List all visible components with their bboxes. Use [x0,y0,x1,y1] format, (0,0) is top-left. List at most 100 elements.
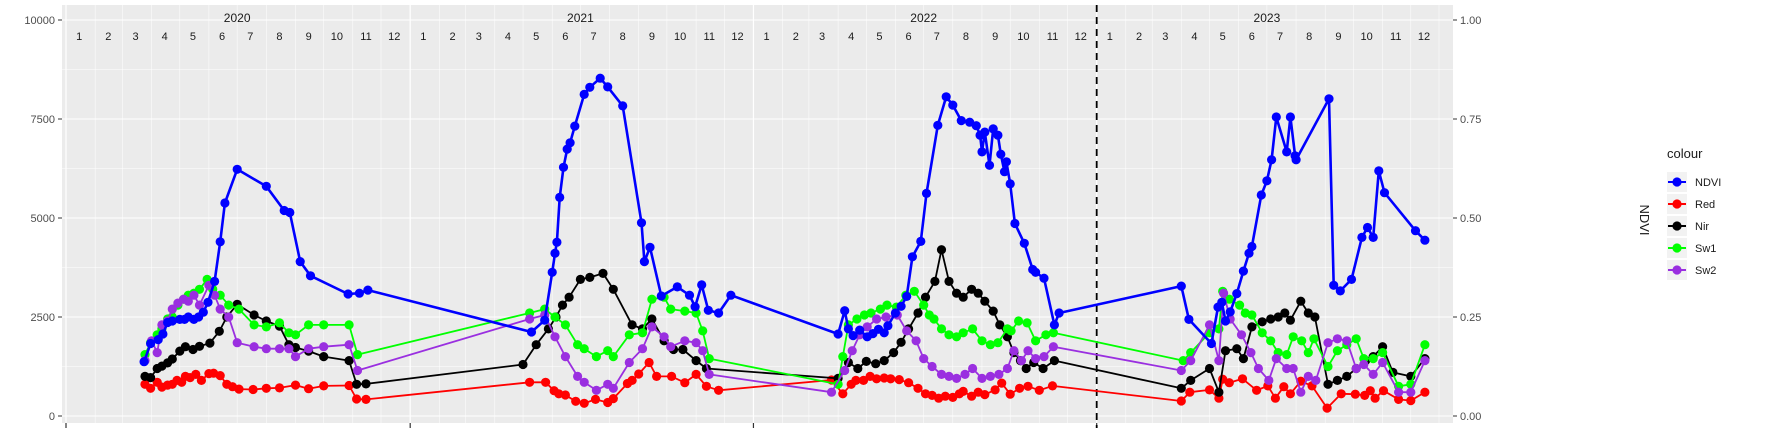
data-point [697,280,707,290]
data-point [1038,363,1048,374]
series-red [140,357,1430,413]
data-point [936,324,947,334]
data-point [881,312,891,322]
data-point [1214,387,1224,397]
data-point [560,320,571,330]
data-point [1329,280,1339,290]
month-label: 1 [1107,31,1113,43]
data-point [680,336,690,346]
data-point [980,127,990,137]
data-point [691,369,701,379]
data-point [909,286,919,296]
data-point [647,322,657,332]
month-label: 3 [133,31,139,43]
right-axis-title: NDVI [1637,204,1652,235]
data-point [1204,363,1215,374]
data-point [194,284,205,294]
data-point [1184,314,1194,324]
legend-key-point [1672,221,1682,231]
month-label: 5 [1220,31,1226,43]
legend-label: Red [1695,199,1715,211]
data-point [579,398,589,408]
data-point [968,324,978,334]
data-point [1323,338,1333,348]
axes: 1 2 3 4 5 6 7 8 9 10 11 12 1 2 3 4 5 6 7 8 9 10 11 12 1 2 3 4 5 6 7 8 9 1… [24,5,1481,428]
data-point [146,383,156,393]
data-point [879,328,889,338]
data-point [879,356,889,366]
data-point [886,374,896,384]
data-point [525,377,535,387]
data-point [531,340,541,350]
month-label: 8 [1306,31,1312,43]
legend-item-nir: Nir [1667,216,1709,236]
data-point [1303,308,1313,318]
data-point [608,352,618,362]
data-point [1176,383,1186,393]
data-point [1021,363,1031,374]
data-point [933,120,943,130]
data-point [1303,371,1313,381]
data-point [1282,363,1292,374]
data-point [285,207,295,218]
legend-label: Sw2 [1695,265,1716,277]
data-point [525,314,535,324]
data-point [896,337,906,347]
data-point [838,389,848,399]
data-point [698,326,708,336]
y-left-tick-label: 2500 [31,312,55,324]
data-point [198,307,208,317]
data-point [1247,241,1257,252]
data-point [1225,307,1235,317]
data-point [1016,356,1027,366]
data-point [248,384,258,395]
data-point [1015,383,1025,393]
data-point [1054,308,1064,318]
data-point [1236,330,1247,340]
data-point [840,306,850,316]
month-label: 4 [1191,31,1197,43]
legend-label: Sw1 [1695,243,1716,255]
data-point [1224,294,1234,304]
data-point [1022,318,1032,328]
data-point [921,188,932,198]
data-point [656,291,666,301]
data-point [958,328,968,338]
data-point [608,284,618,294]
data-point [1049,320,1059,330]
data-point [557,300,568,310]
data-point [1311,375,1321,385]
data-point [591,385,602,395]
data-point [1271,112,1281,122]
data-point [571,396,581,406]
data-point [361,394,371,404]
data-point [1217,297,1227,307]
month-label: 7 [934,31,940,43]
data-point [826,387,837,397]
month-label: 9 [306,31,312,43]
data-point [1285,112,1295,122]
data-point [224,300,234,310]
data-point [916,236,926,246]
y-right-tick-label: 0.50 [1460,213,1481,225]
legend-item-sw1: Sw1 [1667,238,1716,258]
data-point [304,320,314,330]
data-point [667,371,677,381]
data-point [1186,375,1196,385]
month-label: 12 [1075,31,1087,43]
data-point [883,321,893,331]
data-point [1253,363,1263,374]
data-point [936,369,947,379]
data-point [1324,94,1334,104]
y-right-tick-label: 1.00 [1460,15,1481,27]
data-point [1041,330,1051,340]
data-point [1332,375,1342,385]
data-point [647,314,657,324]
data-point [1206,338,1216,349]
data-point [1009,346,1019,356]
data-point [855,325,865,335]
data-point [552,237,562,247]
y-right-tick-label: 0.25 [1460,312,1481,324]
data-point [139,357,149,367]
data-point [585,82,595,92]
